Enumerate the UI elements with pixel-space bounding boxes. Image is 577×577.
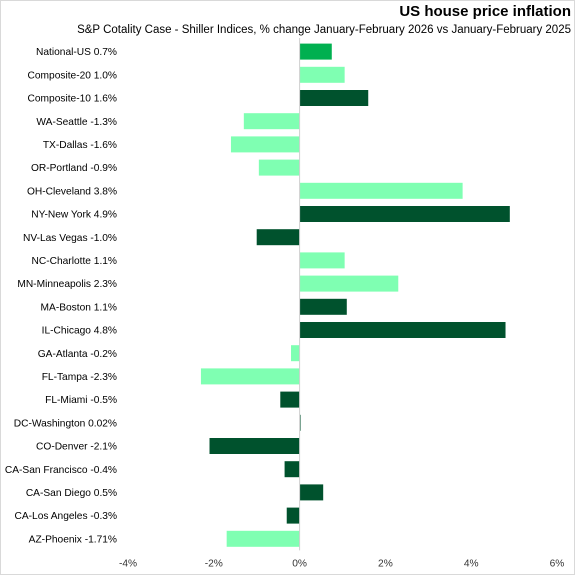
bar — [299, 66, 345, 83]
category-label: FL-Miami -0.5% — [45, 395, 117, 406]
bar — [284, 461, 300, 478]
category-label: CA-Los Angeles -0.3% — [15, 511, 118, 522]
bar — [226, 530, 300, 547]
bar — [299, 275, 399, 292]
category-label: CA-San Francisco -0.4% — [5, 465, 117, 476]
bar — [286, 507, 300, 524]
category-label: MA-Boston 1.1% — [41, 302, 117, 313]
bar — [291, 345, 300, 362]
category-label: CA-San Diego 0.5% — [26, 488, 117, 499]
category-label: MN-Minneapolis 2.3% — [17, 279, 117, 290]
bar — [299, 252, 345, 269]
chart-subtitle: S&P Cotality Case - Shiller Indices, % c… — [77, 24, 571, 36]
bar — [243, 113, 300, 130]
category-label: FL-Tampa -2.3% — [42, 372, 117, 383]
bar — [299, 182, 463, 199]
category-label: Composite-10 1.6% — [28, 94, 117, 105]
x-tick-label: 4% — [464, 558, 479, 569]
bar — [280, 391, 300, 408]
category-label: Composite-20 1.0% — [28, 70, 117, 81]
x-tick-label: -4% — [119, 558, 137, 569]
bar — [299, 322, 506, 338]
x-tick-label: -2% — [205, 558, 223, 569]
category-label: WA-Seattle -1.3% — [36, 117, 117, 128]
bar — [200, 368, 300, 385]
bar — [258, 159, 300, 176]
category-label: DC-Washington 0.02% — [14, 418, 117, 429]
bar — [299, 206, 510, 222]
bar — [299, 484, 324, 501]
category-label: GA-Atlanta -0.2% — [38, 349, 117, 360]
chart-title: US house price inflation — [399, 3, 571, 20]
category-label: National-US 0.7% — [36, 47, 117, 58]
bar — [256, 229, 300, 246]
x-tick-label: 6% — [550, 558, 565, 569]
category-label: OH-Cleveland 3.8% — [27, 186, 117, 197]
category-label: CO-Denver -2.1% — [36, 442, 117, 453]
category-label: NV-Las Vegas -1.0% — [23, 233, 117, 244]
bar — [230, 136, 300, 153]
category-label: TX-Dallas -1.6% — [43, 140, 117, 151]
category-label: AZ-Phoenix -1.71% — [29, 534, 117, 545]
category-label: NY-New York 4.9% — [31, 210, 117, 221]
category-label: OR-Portland -0.9% — [31, 163, 117, 174]
bar — [299, 90, 369, 106]
bar — [209, 438, 300, 454]
bar — [299, 43, 332, 60]
x-tick-label: 2% — [378, 558, 393, 569]
x-tick-label: 0% — [292, 558, 307, 569]
category-label: IL-Chicago 4.8% — [42, 326, 117, 337]
bar — [299, 298, 347, 315]
category-label: NC-Charlotte 1.1% — [32, 256, 118, 267]
